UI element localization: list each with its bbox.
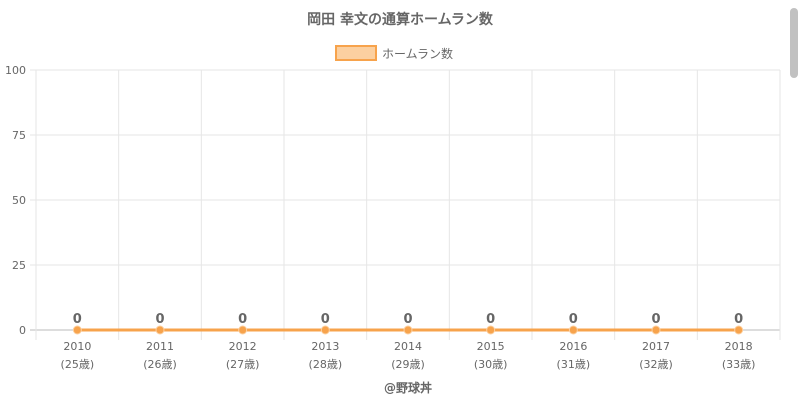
data-point [155,325,165,335]
x-tick-sublabel: (27歳) [226,358,260,371]
data-label: 0 [321,312,330,327]
x-tick-label: 2017 [642,340,670,353]
x-tick-sublabel: (31歳) [557,358,591,371]
data-label: 0 [486,312,495,327]
x-tick-label: 2012 [229,340,257,353]
legend[interactable]: ホームラン数 [335,45,453,61]
data-label: 0 [651,312,660,327]
y-tick-label: 50 [12,194,26,207]
x-tick-sublabel: (32歳) [639,358,673,371]
data-label: 0 [569,312,578,327]
data-point [72,325,82,335]
data-point [403,325,413,335]
y-tick-label: 75 [12,129,26,142]
x-tick-label: 2013 [311,340,339,353]
data-labels: 0 0 0 0 0 0 0 0 0 [73,312,743,327]
data-point [568,325,578,335]
data-point [320,325,330,335]
data-label: 0 [403,312,412,327]
data-label: 0 [238,312,247,327]
x-axis: 2010 (25歳) 2011 (26歳) 2012 (27歳) 2013 (28歳) 2014… [61,340,756,371]
scrollbar[interactable] [790,8,798,78]
gridlines [30,69,781,340]
legend-swatch [335,45,377,61]
x-tick-sublabel: (26歳) [143,358,177,371]
data-point [651,325,661,335]
x-tick-sublabel: (25歳) [61,358,95,371]
data-label: 0 [73,312,82,327]
data-point [238,325,248,335]
x-tick-sublabel: (29歳) [391,358,425,371]
series-home-runs [72,325,744,335]
chart-title: 岡田 幸文の通算ホームラン数 [307,11,494,28]
x-tick-label: 2014 [394,340,422,353]
y-tick-label: 100 [5,64,26,77]
legend-label: ホームラン数 [382,46,453,61]
credit: @野球丼 [384,380,432,395]
x-tick-label: 2018 [725,340,753,353]
data-point [486,325,496,335]
data-label: 0 [155,312,164,327]
y-axis: 0 25 50 75 100 [5,64,26,337]
y-tick-label: 0 [19,324,26,337]
data-point [734,325,744,335]
y-tick-label: 25 [12,259,26,272]
x-tick-sublabel: (28歳) [309,358,343,371]
x-tick-label: 2010 [63,340,91,353]
x-tick-label: 2016 [559,340,587,353]
x-tick-label: 2011 [146,340,174,353]
data-label: 0 [734,312,743,327]
x-tick-label: 2015 [477,340,505,353]
x-tick-sublabel: (33歳) [722,358,756,371]
x-tick-sublabel: (30歳) [474,358,508,371]
